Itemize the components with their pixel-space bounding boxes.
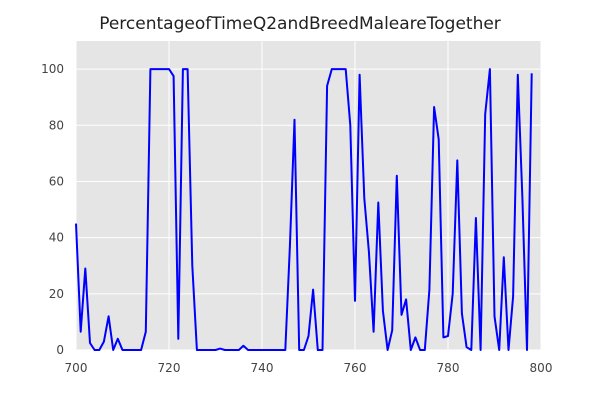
- x-tick-label: 760: [344, 361, 367, 375]
- x-tick-label: 700: [65, 361, 88, 375]
- y-tick-label: 0: [56, 343, 64, 357]
- y-tick-label: 100: [41, 62, 64, 76]
- y-tick-label: 20: [49, 287, 64, 301]
- x-tick-label: 800: [530, 361, 553, 375]
- plot-background: [76, 41, 541, 350]
- grid-lines: [75, 41, 542, 351]
- y-tick-label: 40: [49, 231, 64, 245]
- x-tick-label: 780: [437, 361, 460, 375]
- y-tick-label: 60: [49, 174, 64, 188]
- tick-labels: 700 720 740 760 780 800 0 20 40 60 80 100: [41, 62, 552, 375]
- x-tick-label: 720: [158, 361, 181, 375]
- x-tick-label: 740: [251, 361, 274, 375]
- data-line: [75, 68, 533, 351]
- y-tick-label: 80: [49, 118, 64, 132]
- chart-title: PercentageofTimeQ2andBreedMaleareTogethe…: [99, 14, 501, 34]
